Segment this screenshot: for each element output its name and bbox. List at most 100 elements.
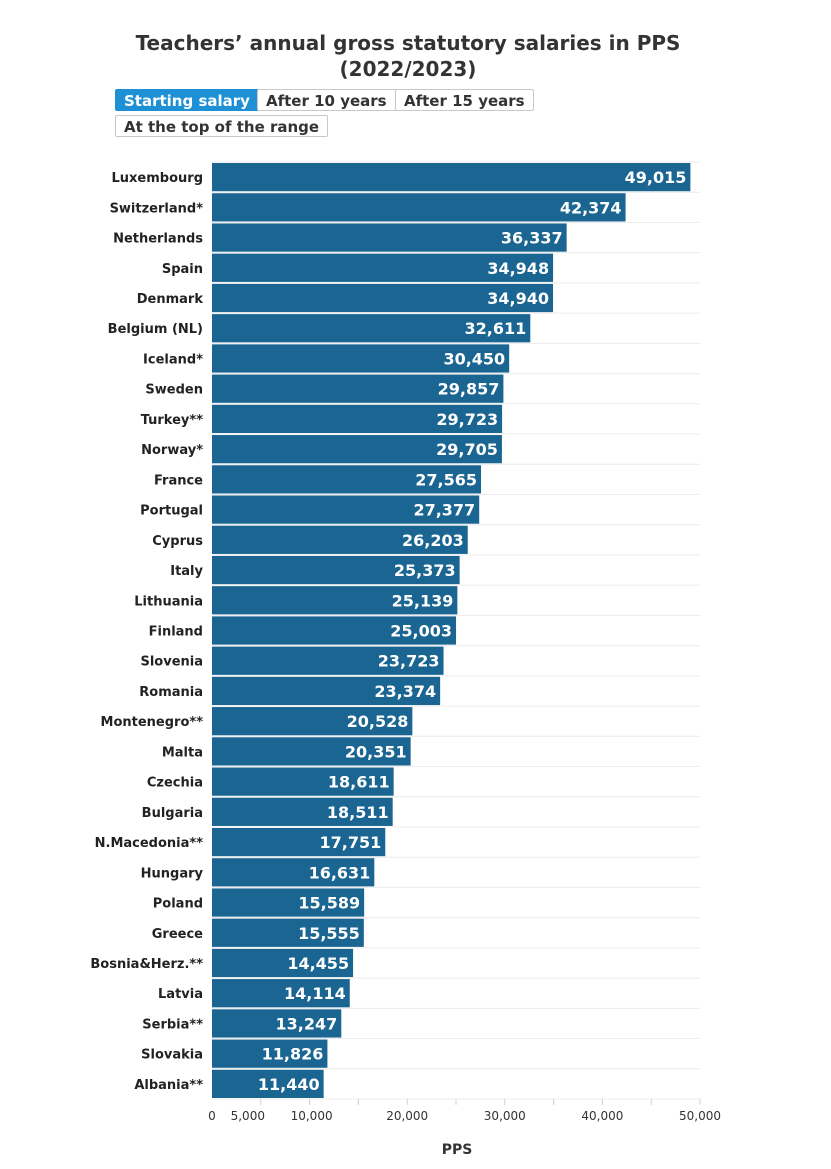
category-label: Portugal xyxy=(140,504,203,519)
chart-subtitle: (2022/2023) xyxy=(339,57,477,81)
bar[interactable] xyxy=(212,797,393,826)
category-label: Montenegro** xyxy=(101,715,204,730)
data-label: 25,373 xyxy=(394,561,456,580)
category-label: Slovakia xyxy=(141,1048,203,1063)
bar[interactable] xyxy=(212,707,413,736)
bar[interactable] xyxy=(212,465,482,494)
chart-title: Teachers’ annual gross statutory salarie… xyxy=(0,30,816,82)
data-label: 26,203 xyxy=(402,531,464,550)
data-label: 30,450 xyxy=(443,349,505,368)
data-label: 20,351 xyxy=(345,742,407,761)
category-labels: Luxembourg Switzerland* Netherlands Spain De… xyxy=(90,171,203,1093)
data-label: 16,631 xyxy=(309,863,371,882)
data-label: 23,374 xyxy=(374,682,436,701)
x-tick-label: 20,000 xyxy=(386,1109,428,1123)
data-label: 11,826 xyxy=(262,1045,324,1064)
category-label: Slovenia xyxy=(140,655,203,670)
tab-after-15-years[interactable]: After 15 years xyxy=(395,89,534,111)
bar[interactable] xyxy=(212,1009,342,1038)
bar[interactable] xyxy=(212,314,531,343)
category-label: Albania** xyxy=(134,1078,203,1093)
bar[interactable] xyxy=(212,435,502,464)
data-label: 13,247 xyxy=(276,1014,338,1033)
bar[interactable] xyxy=(212,193,626,222)
data-label: 14,114 xyxy=(284,984,346,1003)
data-label: 23,723 xyxy=(378,652,440,671)
category-label: Czechia xyxy=(147,776,203,791)
chart-title-main: Teachers’ annual gross statutory salarie… xyxy=(135,31,681,55)
bar[interactable] xyxy=(212,525,468,554)
category-label: Hungary xyxy=(141,866,204,881)
tab-after-10-years[interactable]: After 10 years xyxy=(257,89,396,111)
bar[interactable] xyxy=(212,344,510,373)
bar[interactable] xyxy=(212,827,386,857)
bar[interactable] xyxy=(212,283,554,313)
category-label: Iceland* xyxy=(143,352,203,367)
bar[interactable] xyxy=(212,555,460,585)
bar[interactable] xyxy=(212,676,441,706)
bar[interactable] xyxy=(212,586,458,615)
category-label: Romania xyxy=(139,685,203,700)
category-label: France xyxy=(154,473,203,488)
data-label: 34,948 xyxy=(487,259,549,278)
data-label: 18,511 xyxy=(327,803,389,822)
category-label: Cyprus xyxy=(152,534,203,549)
bar[interactable] xyxy=(212,918,364,947)
bar[interactable] xyxy=(212,495,480,524)
x-tick-label: 10,000 xyxy=(291,1109,333,1123)
bar[interactable] xyxy=(212,737,411,766)
data-label: 17,751 xyxy=(319,833,381,852)
bar[interactable] xyxy=(212,404,503,434)
bar[interactable] xyxy=(212,1069,324,1098)
category-label: Luxembourg xyxy=(112,171,204,186)
x-axis-title: PPS xyxy=(442,1142,473,1158)
data-label: 29,705 xyxy=(436,440,498,459)
bar[interactable] xyxy=(212,948,354,978)
category-label: Lithuania xyxy=(134,594,203,609)
data-label: 14,455 xyxy=(287,954,349,973)
bar[interactable] xyxy=(212,616,457,645)
data-label: 49,015 xyxy=(625,168,687,187)
bar[interactable] xyxy=(212,646,444,675)
category-label: Sweden xyxy=(145,383,203,398)
data-label: 27,377 xyxy=(413,501,475,520)
category-label: N.Macedonia** xyxy=(95,836,204,851)
category-label: Poland xyxy=(153,897,203,912)
data-label: 42,374 xyxy=(560,198,622,217)
tab-starting-salary[interactable]: Starting salary xyxy=(115,89,259,111)
bar[interactable] xyxy=(212,253,554,282)
bar[interactable] xyxy=(212,979,350,1008)
category-label: Netherlands xyxy=(113,232,203,247)
bar[interactable] xyxy=(212,223,567,252)
category-label: Belgium (NL) xyxy=(108,322,203,337)
category-label: Malta xyxy=(162,745,203,760)
x-axis-ticks: 0 5,000 10,000 20,000 30,000 40,000 50,000 xyxy=(208,1099,721,1123)
bar[interactable] xyxy=(212,888,365,917)
category-label: Italy xyxy=(170,564,203,579)
category-label: Serbia** xyxy=(142,1017,203,1032)
tab-top-of-range[interactable]: At the top of the range xyxy=(115,115,329,137)
data-label: 11,440 xyxy=(258,1075,320,1094)
bar[interactable] xyxy=(212,858,375,887)
bar[interactable] xyxy=(212,1039,328,1068)
data-label: 15,555 xyxy=(298,924,360,943)
bars xyxy=(212,163,691,1098)
data-label: 18,611 xyxy=(328,773,390,792)
category-label: Switzerland* xyxy=(110,201,204,216)
data-label: 27,565 xyxy=(415,470,477,489)
data-label: 36,337 xyxy=(501,229,563,248)
data-label: 20,528 xyxy=(347,712,409,731)
data-label: 25,139 xyxy=(392,591,454,610)
bar[interactable] xyxy=(212,374,504,403)
x-tick-label: 0 xyxy=(208,1109,216,1123)
x-tick-label: 50,000 xyxy=(679,1109,721,1123)
bar[interactable] xyxy=(212,163,691,192)
category-label: Greece xyxy=(152,927,203,942)
data-label: 29,723 xyxy=(436,410,498,429)
data-label: 34,940 xyxy=(487,289,549,308)
gridlines xyxy=(212,161,700,1100)
bar[interactable] xyxy=(212,767,394,796)
data-label: 29,857 xyxy=(438,380,500,399)
